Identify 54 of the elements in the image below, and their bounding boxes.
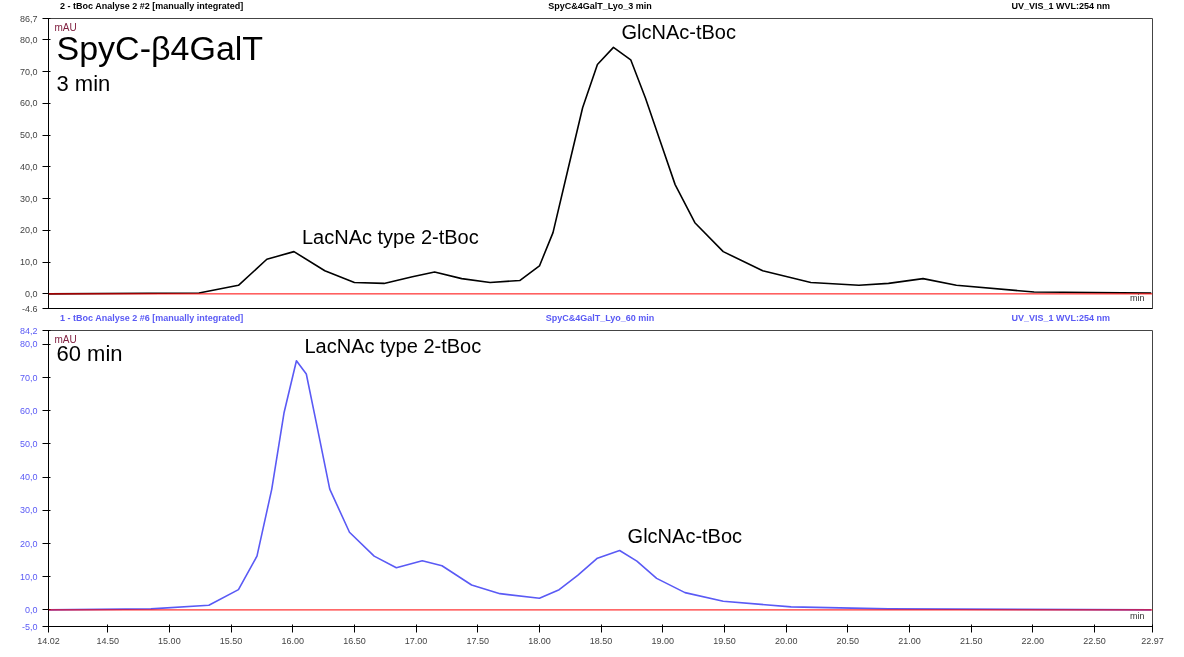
x-tick-label: 22.97 — [1141, 635, 1164, 646]
x-tick-label: 18.00 — [528, 635, 551, 646]
y-tick-label: 70,0 — [19, 372, 38, 383]
y-tick-label: -5,0 — [21, 621, 38, 632]
y-tick-label: 0,0 — [24, 288, 38, 299]
x-tick-label: 15.00 — [158, 635, 181, 646]
x-tick-label: 18.50 — [589, 635, 613, 646]
y-tick-label: 60,0 — [19, 98, 38, 109]
annotation: LacNAc type 2-tBoc — [304, 334, 482, 357]
x-tick-label: 17.00 — [404, 635, 428, 646]
chart-subtitle: SpyC&4GalT_Lyo_60 min — [545, 312, 655, 325]
chart-title: 1 - tBoc Analyse 2 #6 [manually integrated] — [60, 312, 244, 325]
y-tick-label: 30,0 — [19, 505, 38, 516]
y-tick-label: 80,0 — [19, 34, 38, 45]
y-tick-label: 10,0 — [19, 571, 38, 582]
annotation: 3 min — [56, 70, 111, 96]
x-tick-label: 16.00 — [281, 635, 305, 646]
y-tick-label: 40,0 — [19, 161, 38, 172]
x-tick-label: 21.50 — [959, 635, 983, 646]
y-tick-label: 60,0 — [19, 405, 38, 416]
x-tick-label: 21.00 — [898, 635, 921, 646]
text: UV_VIS_1 WVL:254 nm — [1011, 312, 1110, 325]
y-tick-label: 20,0 — [19, 538, 38, 549]
x-tick-label: 17.50 — [466, 635, 490, 646]
y-tick-label: 10,0 — [19, 257, 38, 268]
annotation: GlcNAc-tBoc — [627, 524, 743, 547]
y-tick-label: 40,0 — [19, 472, 38, 483]
annotation: LacNAc type 2-tBoc — [301, 225, 479, 248]
chart-title: 2 - tBoc Analyse 2 #2 [manually integrated] — [60, 0, 244, 13]
x-tick-label: 20.00 — [774, 635, 798, 646]
x-tick-label: 14.50 — [96, 635, 119, 646]
x-tick-label: 14.02 — [37, 635, 60, 646]
x-tick-label: 22.00 — [1021, 635, 1045, 646]
chart-subtitle: SpyC&4GalT_Lyo_3 min — [548, 0, 652, 13]
y-tick-label: 50,0 — [19, 130, 38, 141]
annotation: GlcNAc-tBoc — [621, 21, 736, 44]
y-tick-label: 50,0 — [19, 438, 38, 449]
x-tick-label: 16.50 — [343, 635, 366, 646]
y-tick-label: 86,7 — [19, 13, 38, 24]
y-tick-label: 0,0 — [24, 604, 38, 615]
y-tick-label: 20,0 — [19, 225, 38, 236]
y-tick-label: 70,0 — [19, 66, 38, 77]
x-tick-label: 15.50 — [219, 635, 243, 646]
x-tick-label: 20.50 — [836, 635, 860, 646]
x-axis-title: min — [1130, 292, 1145, 303]
x-tick-label: 19.50 — [713, 635, 736, 646]
y-tick-label: 30,0 — [19, 193, 38, 204]
y-tick-label: 80,0 — [19, 339, 38, 350]
y-tick-label: 84,2 — [19, 325, 38, 336]
x-axis-title: min — [1130, 610, 1145, 621]
text: UV_VIS_1 WVL:254 nm — [1011, 0, 1110, 13]
y-tick-label: -4,6 — [21, 303, 38, 314]
x-tick-label: 22.50 — [1083, 635, 1106, 646]
x-tick-label: 19.00 — [651, 635, 675, 646]
